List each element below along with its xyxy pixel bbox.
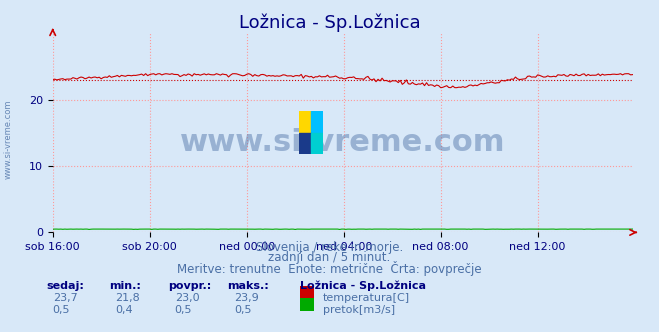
Bar	[311, 133, 323, 154]
Text: 0,4: 0,4	[115, 305, 133, 315]
Text: 23,7: 23,7	[53, 293, 78, 303]
Bar	[299, 111, 311, 133]
Text: maks.:: maks.:	[227, 281, 269, 290]
Text: Ložnica - Sp.Ložnica: Ložnica - Sp.Ložnica	[239, 13, 420, 32]
Text: 0,5: 0,5	[53, 305, 71, 315]
Text: 23,0: 23,0	[175, 293, 199, 303]
Text: temperatura[C]: temperatura[C]	[323, 293, 410, 303]
Text: zadnji dan / 5 minut.: zadnji dan / 5 minut.	[268, 251, 391, 264]
Bar	[311, 111, 323, 133]
Text: Ložnica - Sp.Ložnica: Ložnica - Sp.Ložnica	[300, 281, 426, 291]
Bar	[299, 133, 311, 154]
Text: sedaj:: sedaj:	[46, 281, 84, 290]
Text: pretok[m3/s]: pretok[m3/s]	[323, 305, 395, 315]
Text: 0,5: 0,5	[234, 305, 252, 315]
Text: 0,5: 0,5	[175, 305, 192, 315]
Text: Slovenija / reke in morje.: Slovenija / reke in morje.	[256, 241, 403, 254]
Text: www.si-vreme.com: www.si-vreme.com	[3, 100, 13, 179]
Text: Meritve: trenutne  Enote: metrične  Črta: povprečje: Meritve: trenutne Enote: metrične Črta: …	[177, 261, 482, 276]
Text: 23,9: 23,9	[234, 293, 259, 303]
Text: povpr.:: povpr.:	[168, 281, 212, 290]
Text: www.si-vreme.com: www.si-vreme.com	[180, 128, 505, 157]
Text: 21,8: 21,8	[115, 293, 140, 303]
Text: min.:: min.:	[109, 281, 140, 290]
